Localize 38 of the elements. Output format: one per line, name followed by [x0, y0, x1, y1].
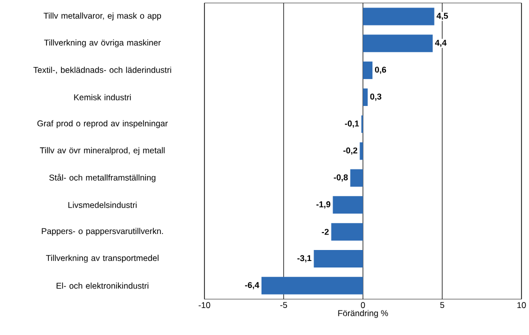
- data-label: 4,5: [436, 12, 448, 20]
- data-label: 4,4: [435, 40, 447, 47]
- y-tick-label: Tillverkning av transportmedel: [46, 254, 158, 263]
- y-tick-label: Tillv metallvaror, ej mask o app: [44, 12, 162, 20]
- y-tick-label: Livsmedelsindustri: [68, 202, 137, 208]
- data-label: 0,3: [370, 94, 382, 101]
- bar: [362, 34, 433, 52]
- y-tick-label: Kemisk industri: [74, 94, 131, 100]
- y-tick-label: Stål- och metallframställning: [49, 174, 156, 182]
- data-label: -0,8: [334, 174, 348, 182]
- data-label: -0,1: [344, 120, 359, 128]
- data-label: 0,6: [374, 66, 386, 74]
- y-tick-label: Textil-, beklädnads- och läderindustri: [33, 66, 172, 74]
- bar: [261, 276, 363, 294]
- x-tick-label: 5: [440, 302, 444, 308]
- y-tick-label: El- och elektronikindustri: [56, 282, 148, 289]
- data-label: -0,2: [343, 147, 358, 155]
- bar: [360, 142, 363, 160]
- data-label: -1,9: [316, 201, 330, 209]
- data-label: -2: [322, 228, 329, 235]
- data-label: -3,1: [297, 255, 312, 262]
- x-tick-label: -5: [280, 302, 288, 308]
- x-axis-title: Förändring %: [338, 310, 388, 318]
- y-tick-label: Tillv av övr mineralprod, ej metall: [40, 147, 165, 155]
- bar: [362, 62, 372, 80]
- bar: [362, 8, 434, 26]
- bar: [332, 196, 363, 214]
- bar: [362, 88, 368, 106]
- x-tick-label: 10: [517, 302, 526, 308]
- y-tick-label: Pappers- o pappersvarutillverkn.: [42, 228, 163, 236]
- x-tick-label: 0: [360, 302, 365, 308]
- y-tick-label: Graf prod o reprod av inspelningar: [37, 120, 168, 128]
- y-tick-label: Tillverkning av övriga maskiner: [44, 39, 161, 48]
- bar: [331, 223, 363, 241]
- bar: [350, 169, 363, 187]
- data-label: -6,4: [245, 282, 260, 290]
- x-tick-label: -10: [198, 302, 210, 308]
- bar: [314, 250, 363, 268]
